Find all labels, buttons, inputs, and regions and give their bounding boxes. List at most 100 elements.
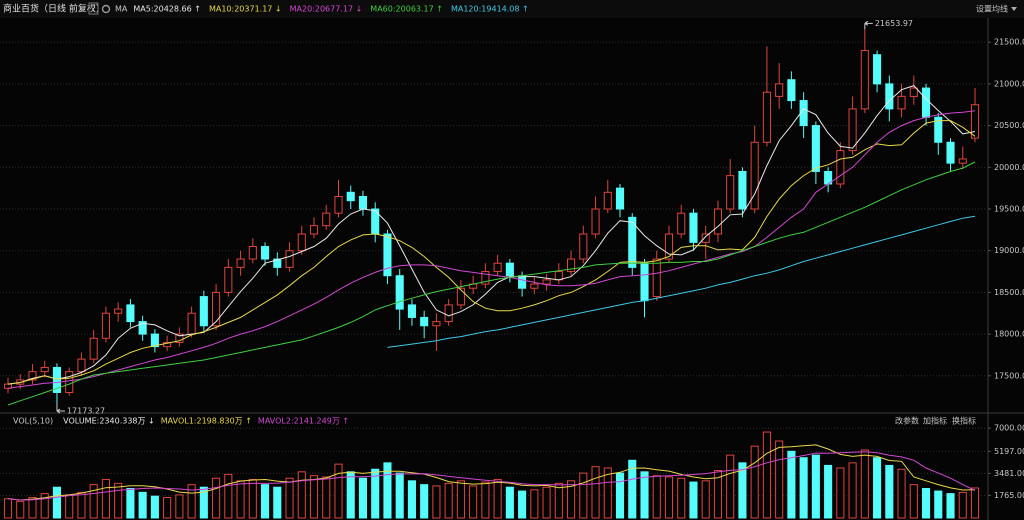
button[interactable]: 加指标 [923, 416, 947, 426]
candle-body [3, 383, 13, 389]
legend-entry: MA5:20428.66 ↑ [133, 5, 201, 14]
volume-bar [383, 462, 392, 519]
candle-body [383, 233, 392, 277]
volume-average [7, 451, 976, 501]
volume-bar [261, 484, 270, 519]
y-tick-label: 19500.00 [994, 204, 1024, 213]
volume-bar [934, 490, 943, 519]
volume-bar [285, 477, 294, 519]
y-tick-label: 18500.00 [994, 288, 1024, 297]
candle-body [530, 283, 539, 289]
volume-bar [787, 450, 796, 519]
volume-bar [567, 480, 576, 519]
volume-bar [16, 500, 25, 519]
help-text[interactable]: ? [91, 5, 95, 14]
volume-bar [603, 467, 612, 519]
volume-bar [187, 484, 196, 519]
volume-bar [873, 457, 882, 519]
volume-bar [322, 476, 331, 519]
y-tick-label: 21000.00 [994, 79, 1024, 88]
settings-icon[interactable] [101, 4, 111, 14]
button[interactable]: 换指标 [952, 416, 976, 426]
volume-bar [518, 490, 527, 519]
volume-bar [334, 463, 343, 519]
candle-body [224, 266, 233, 293]
moving-average [7, 120, 976, 385]
volume-bar [628, 459, 637, 519]
volume-bar [738, 462, 747, 519]
volume-bar [309, 475, 319, 519]
candle-body [261, 246, 270, 260]
volume-bar [909, 484, 918, 519]
legend-entry: MA20:20677.17 ↓ [290, 5, 363, 14]
marker-arrow [56, 403, 65, 414]
volume-bar [199, 486, 208, 519]
candle-body [432, 321, 441, 327]
candle-body [114, 308, 123, 314]
low-label: 17173.27 [67, 407, 105, 416]
y-tick-label: 3481.00 [994, 469, 1024, 478]
help-icon[interactable] [88, 2, 99, 15]
volume-bar [358, 477, 368, 519]
volume-bar [652, 475, 661, 519]
candle-body [199, 296, 208, 327]
volume-bar [114, 482, 123, 519]
candle-body [603, 191, 612, 210]
candle-body [726, 175, 735, 210]
dropdown-arrow[interactable] [1011, 7, 1017, 11]
candle-body [775, 83, 784, 97]
ma-settings[interactable]: 设置均线 [976, 4, 1008, 14]
candle-body [738, 170, 747, 210]
candle-body [358, 195, 368, 210]
volume-bar [493, 479, 502, 519]
candle-body [787, 79, 796, 102]
volume-bar [407, 480, 416, 519]
candle-body [481, 271, 490, 285]
candle-body [934, 116, 943, 143]
volume-bar [946, 493, 955, 519]
volume-bar [89, 484, 98, 519]
y-tick-label: 17500.00 [994, 371, 1024, 380]
candle-body [309, 225, 319, 235]
volume-bar [689, 481, 698, 519]
moving-average [387, 215, 976, 348]
volume-bar [554, 482, 563, 519]
volume-bar [163, 496, 172, 519]
candle-body [65, 371, 74, 393]
volume-bar [138, 491, 147, 519]
candle-body [873, 54, 882, 85]
volume-bar [848, 462, 857, 519]
volume-bar [824, 464, 833, 519]
candle-body [101, 312, 110, 339]
volume-bar [505, 486, 514, 519]
volume-bar [420, 484, 429, 519]
chart-title: 商业百货（日线 前复权） [3, 3, 105, 15]
candle-body [236, 258, 245, 268]
legend-entry: MA120:19414.08 ↑ [451, 5, 529, 14]
volume-bar [591, 466, 600, 519]
volume-bar [579, 472, 588, 519]
candle-body [126, 304, 135, 323]
volume-bar [921, 487, 931, 519]
volume-bar [101, 479, 110, 519]
candle-body [505, 262, 514, 277]
volume-average [7, 444, 976, 501]
candle-body [701, 233, 710, 243]
candle-body [150, 333, 159, 348]
candle-body [970, 104, 980, 139]
volume-bar [958, 491, 967, 519]
volume-bar [273, 486, 282, 519]
candle-body [297, 233, 306, 252]
volume-bar [860, 449, 869, 519]
moving-average [7, 85, 976, 385]
button[interactable]: 改参数 [895, 416, 919, 426]
candle-body [689, 212, 698, 243]
volume-bar [469, 485, 478, 519]
volume-title: VOL(5,10) [13, 417, 53, 426]
volume-bar [481, 481, 490, 519]
volume-bar [897, 468, 906, 519]
candle-body [554, 271, 563, 281]
candle-body [273, 258, 282, 268]
volume-bar [52, 486, 62, 519]
